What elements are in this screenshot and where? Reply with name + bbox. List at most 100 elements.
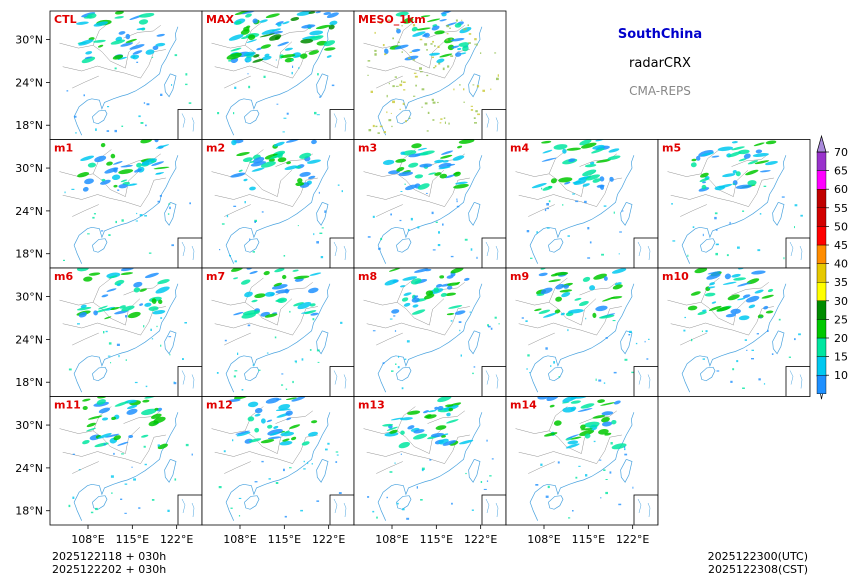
panel-label: m6: [54, 270, 73, 283]
radar-speckle: [124, 483, 128, 485]
radar-echo: [284, 47, 293, 51]
radar-echo: [411, 26, 418, 32]
province-border: [244, 277, 264, 303]
radar-echo: [382, 423, 394, 427]
radar-speckle: [426, 74, 429, 77]
radar-speckle: [742, 210, 745, 212]
radar-echo: [538, 272, 548, 277]
radar-speckle: [557, 461, 560, 464]
hainan-coast: [92, 366, 108, 382]
radar-echo: [97, 44, 104, 48]
radar-echo: [423, 32, 430, 38]
inset-map: [633, 237, 658, 268]
radar-speckle: [295, 362, 297, 364]
radar-speckle: [226, 214, 229, 218]
radar-echo: [437, 396, 452, 403]
radar-echo: [157, 443, 168, 450]
radar-speckle: [335, 461, 338, 463]
radar-speckle: [284, 515, 287, 518]
radar-speckle: [68, 368, 72, 371]
radar-echo: [254, 293, 266, 299]
radar-echo: [437, 405, 444, 411]
coastline: [681, 155, 787, 264]
radar-speckle: [781, 196, 785, 198]
radar-echo: [423, 293, 435, 300]
radar-speckle: [546, 227, 550, 229]
radar-speckle: [133, 478, 136, 481]
radar-speckle: [372, 215, 375, 218]
y-tick-label: 30°N: [15, 419, 43, 432]
radar-echo: [286, 417, 292, 421]
radar-speckle: [705, 330, 708, 333]
radar-speckle: [107, 355, 111, 357]
radar-speckle: [263, 75, 266, 78]
y-tick-label: 18°N: [15, 248, 43, 261]
radar-echo: [405, 184, 417, 191]
radar-echo: [417, 147, 428, 151]
radar-speckle: [529, 372, 531, 374]
radar-speckle: [475, 110, 478, 113]
radar-echo: [722, 281, 737, 285]
panel-map: [658, 139, 810, 268]
taiwan-coast: [772, 330, 785, 355]
radar-speckle: [535, 484, 539, 486]
colorbar-tick-label: 15: [834, 351, 848, 364]
radar-speckle: [490, 327, 493, 330]
radar-speckle: [603, 205, 607, 207]
radar-speckle: [437, 244, 441, 247]
radar-speckle: [144, 215, 147, 217]
radar-echo: [752, 153, 769, 157]
radar-speckle: [412, 24, 416, 27]
province-border: [528, 204, 555, 217]
radar-echo: [271, 284, 288, 290]
radar-speckle: [575, 200, 579, 203]
radar-echo: [714, 185, 726, 191]
radar-echo: [308, 175, 316, 180]
radar-speckle: [618, 503, 622, 506]
radar-echo: [125, 33, 131, 40]
radar-speckle: [567, 329, 569, 332]
radar-echo: [154, 407, 159, 411]
radar-echo: [737, 297, 746, 301]
radar-speckle: [169, 206, 171, 210]
radar-echo: [591, 148, 605, 154]
radar-echo: [543, 432, 558, 437]
radar-echo: [430, 432, 445, 438]
panel-label: MAX: [206, 13, 234, 26]
coastline: [73, 283, 179, 393]
radar-speckle: [439, 122, 442, 124]
radar-speckle: [460, 354, 462, 357]
radar-echo: [230, 47, 242, 52]
radar-speckle: [403, 89, 406, 91]
radar-echo: [274, 268, 285, 273]
radar-speckle: [419, 67, 422, 70]
radar-speckle: [443, 117, 446, 119]
radar-echo: [717, 146, 734, 152]
radar-echo: [404, 55, 419, 61]
radar-echo: [278, 403, 291, 410]
radar-echo: [549, 404, 555, 408]
radar-echo: [534, 308, 542, 312]
inset-coast: [333, 113, 347, 132]
radar-speckle: [150, 328, 152, 331]
radar-echo: [138, 19, 149, 25]
radar-echo: [584, 433, 591, 439]
radar-speckle: [276, 103, 279, 105]
radar-echo: [273, 282, 283, 287]
radar-echo: [130, 54, 136, 59]
radar-echo: [268, 158, 275, 162]
radar-echo: [588, 425, 599, 428]
radar-speckle: [105, 330, 108, 333]
province-border: [396, 277, 416, 303]
inset-coast: [181, 370, 195, 389]
radar-echo: [574, 297, 582, 301]
radar-echo: [297, 302, 312, 310]
radar-speckle: [254, 481, 258, 483]
radar-speckle: [254, 219, 257, 222]
radar-speckle: [338, 492, 342, 494]
radar-echo: [446, 313, 455, 316]
panel-frame: [657, 267, 811, 397]
radar-echo: [311, 139, 317, 145]
panel-frame: [505, 396, 659, 526]
radar-echo: [306, 159, 321, 164]
